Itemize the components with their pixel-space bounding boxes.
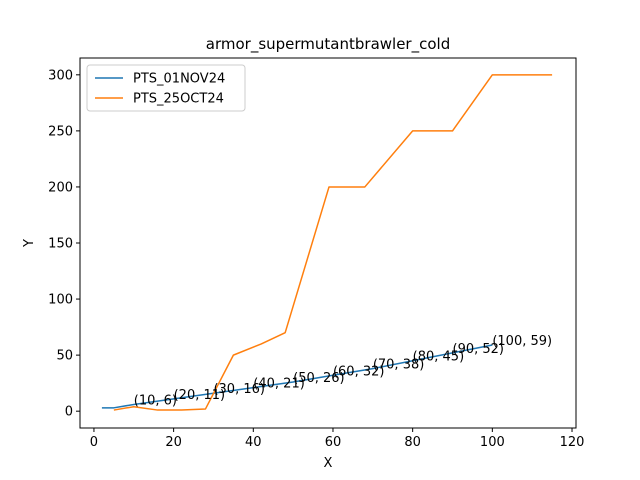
data-label: (10, 6) — [134, 393, 177, 408]
y-tick-label: 50 — [56, 349, 73, 364]
plot-area: (10, 6)(20, 11)(30, 16)(40, 21)(50, 26)(… — [101, 74, 553, 411]
axis-ticks: 0 20 40 60 80 100 120 0 50 100 150 200 250 300 — [48, 68, 584, 450]
x-tick-label: 80 — [404, 435, 421, 450]
series-line-0 — [101, 344, 493, 409]
data-label: (50, 26) — [293, 371, 345, 386]
data-label: (40, 21) — [253, 377, 304, 392]
data-label: (90, 52) — [453, 342, 505, 357]
data-label: (100, 59) — [492, 334, 552, 349]
legend-label-1: PTS_25OCT24 — [133, 92, 224, 107]
series-line-1 — [113, 74, 553, 411]
x-tick-label: 120 — [560, 435, 585, 450]
data-label: (70, 38) — [373, 358, 425, 373]
x-tick-label: 0 — [90, 435, 98, 450]
x-tick-label: 100 — [480, 435, 505, 450]
y-axis-label: Y — [22, 239, 37, 248]
y-tick-label: 150 — [48, 237, 73, 252]
legend-box — [86, 64, 246, 112]
data-label: (20, 11) — [174, 388, 226, 403]
chart-title: armor_supermutantbrawler_cold — [206, 35, 450, 54]
legend: PTS_01NOV24 PTS_25OCT24 — [86, 64, 246, 112]
legend-label-0: PTS_01NOV24 — [133, 72, 225, 87]
y-tick-label: 250 — [48, 124, 73, 139]
x-tick-label: 20 — [165, 435, 182, 450]
x-axis-label: X — [324, 456, 333, 471]
y-tick-label: 300 — [48, 68, 73, 83]
data-label: (80, 45) — [413, 350, 465, 365]
x-tick-label: 40 — [245, 435, 262, 450]
x-tick-label: 60 — [325, 435, 342, 450]
data-label: (60, 32) — [333, 364, 385, 379]
y-tick-label: 0 — [65, 405, 73, 420]
y-tick-label: 100 — [48, 293, 73, 308]
y-tick-label: 200 — [48, 180, 73, 195]
data-label: (30, 16) — [213, 382, 265, 397]
